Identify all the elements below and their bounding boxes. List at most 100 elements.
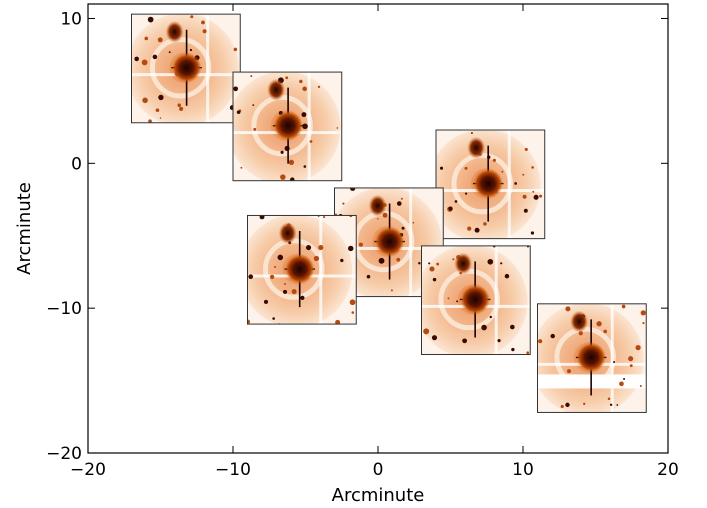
field-star [301,112,307,118]
field-star [313,255,320,262]
companion-source [454,252,473,275]
field-star [635,345,641,351]
field-star [489,315,492,319]
field-star [596,321,602,327]
field-star [347,245,354,252]
field-star [201,20,205,25]
star-core [460,284,491,315]
gap-stripe [610,303,614,413]
field-star [412,221,415,224]
field-star [532,190,535,193]
y-tick-label: 0 [71,154,82,174]
field-star [233,47,238,52]
field-star [283,289,288,294]
field-star [291,289,297,295]
field-star [619,381,624,387]
field-star [396,201,402,206]
field-star [358,242,363,247]
field-star [510,324,515,330]
x-tick-label: 0 [373,460,384,480]
field-star [448,206,453,211]
field-star [429,266,435,272]
field-star [524,147,528,151]
field-star [351,311,355,314]
field-star [428,262,431,265]
field-star [522,173,525,176]
field-star [487,258,494,265]
field-star [240,166,243,169]
field-star [274,265,277,268]
field-star [376,217,379,220]
field-star [152,54,158,60]
field-star [431,335,438,341]
field-star [511,347,515,352]
field-star [474,227,480,233]
field-star [565,402,570,408]
field-star [467,226,472,231]
field-star [400,197,403,200]
field-star [401,226,405,230]
field-star [447,297,450,300]
field-star [454,200,458,203]
field-star [538,339,543,344]
panel-frame [435,129,546,240]
field-star [247,319,251,324]
field-star [382,212,388,218]
companion-source [165,20,184,43]
x-tick-label: 10 [512,460,534,480]
field-star [423,328,430,335]
field-star [530,231,535,235]
field-star [462,338,468,344]
field-star [179,106,184,111]
field-star [190,15,194,19]
field-star [642,322,645,325]
panel-frame [247,214,357,325]
image-panel [435,129,546,240]
field-star [317,85,321,89]
field-star [452,258,455,261]
field-star [464,192,468,195]
field-star [623,378,626,381]
field-star [259,215,265,220]
field-star [252,104,255,106]
field-star [378,257,385,264]
field-star [189,48,193,52]
image-panel [232,71,343,182]
field-star [629,364,633,368]
field-star [471,132,473,134]
star-core [374,226,405,257]
field-star [366,274,371,279]
companion-source [570,310,589,333]
field-star [336,127,339,129]
field-star [396,257,401,262]
field-star [464,166,468,170]
field-star [531,166,534,169]
x-tick-label: 20 [657,460,679,480]
field-star [526,351,530,355]
panel-frame [131,13,241,124]
star-core [273,110,304,141]
field-star [492,158,496,162]
field-star [148,119,152,123]
panel-frame [421,245,531,356]
field-star [250,75,253,78]
field-star [155,108,160,113]
field-star [522,194,527,199]
field-star [299,79,303,84]
field-star [607,397,611,401]
field-star [303,165,307,168]
y-tick-label: −10 [46,299,82,319]
field-star [277,254,284,261]
star-core [171,52,202,83]
image-panels [131,13,647,413]
field-star [270,274,275,280]
gap-stripe [409,187,413,297]
field-star [639,384,642,387]
star-core [576,342,607,373]
field-star [501,170,504,173]
field-star [342,202,345,205]
field-star [144,36,149,41]
field-star [302,123,308,130]
field-star [560,404,564,409]
image-panel [537,303,647,413]
